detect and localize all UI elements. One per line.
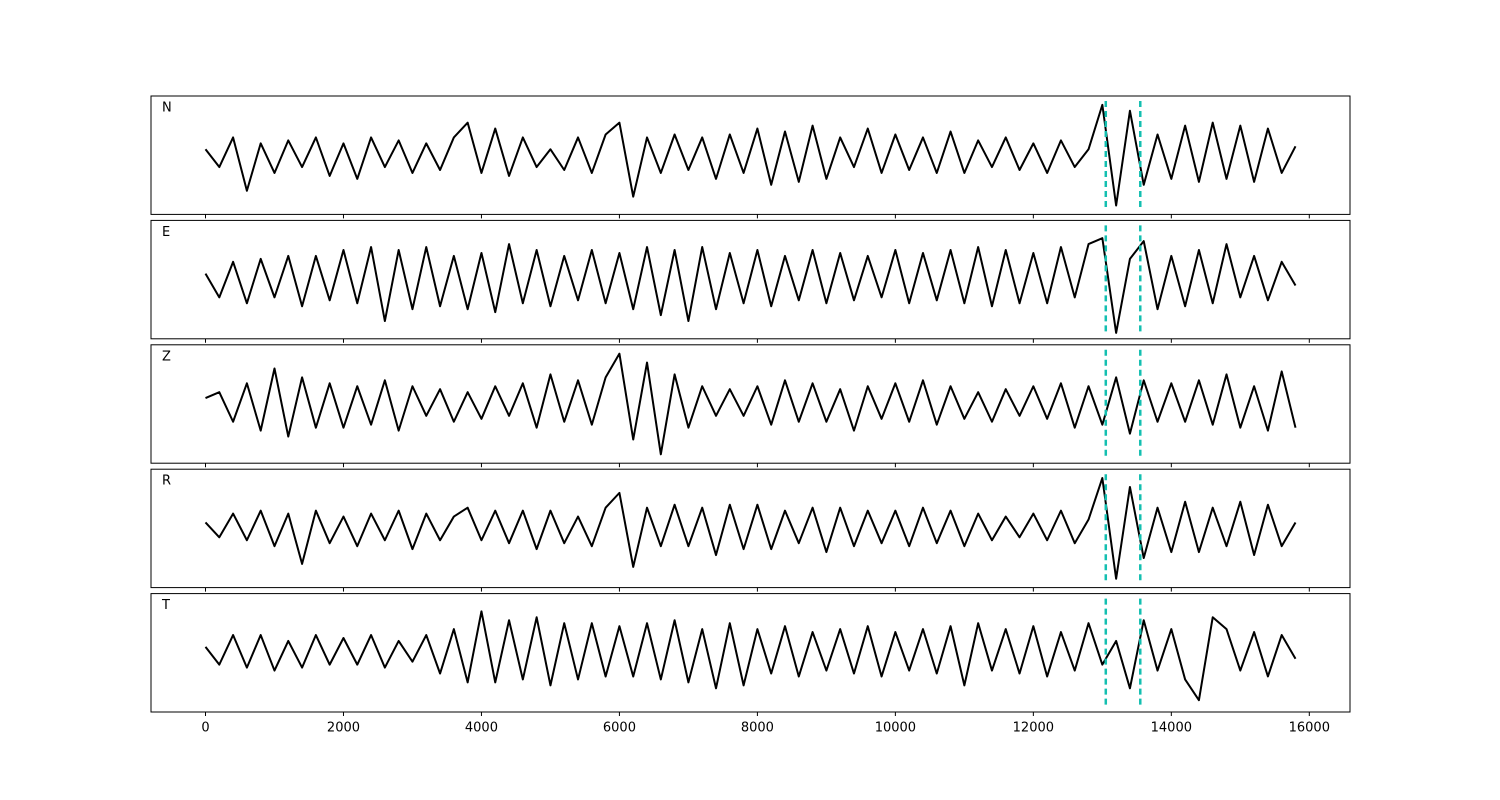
x-tick-label: 10000 bbox=[875, 721, 916, 736]
panel-label: R bbox=[162, 474, 171, 489]
x-tick-label: 16000 bbox=[1289, 721, 1330, 736]
x-tick-label: 14000 bbox=[1151, 721, 1192, 736]
x-tick-label: 0 bbox=[201, 721, 209, 736]
trace bbox=[204, 610, 1297, 702]
x-tick-label: 2000 bbox=[327, 721, 360, 736]
panel-frame bbox=[150, 593, 1351, 713]
panel-label: Z bbox=[162, 349, 171, 364]
panel-frame bbox=[150, 344, 1351, 464]
panel-label: N bbox=[162, 101, 172, 116]
panel-label: T bbox=[161, 598, 170, 613]
x-tick-label: 4000 bbox=[465, 721, 498, 736]
x-tick-label: 12000 bbox=[1013, 721, 1054, 736]
trace bbox=[204, 237, 1297, 334]
panel-frame bbox=[150, 95, 1351, 215]
x-tick-label: 6000 bbox=[603, 721, 636, 736]
trace bbox=[204, 103, 1297, 207]
trace bbox=[205, 352, 1297, 456]
x-tick-label: 8000 bbox=[741, 721, 774, 736]
panel-frame bbox=[150, 468, 1351, 589]
trace bbox=[204, 477, 1297, 580]
panel-frame bbox=[150, 219, 1351, 340]
panel-label: E bbox=[162, 225, 170, 240]
